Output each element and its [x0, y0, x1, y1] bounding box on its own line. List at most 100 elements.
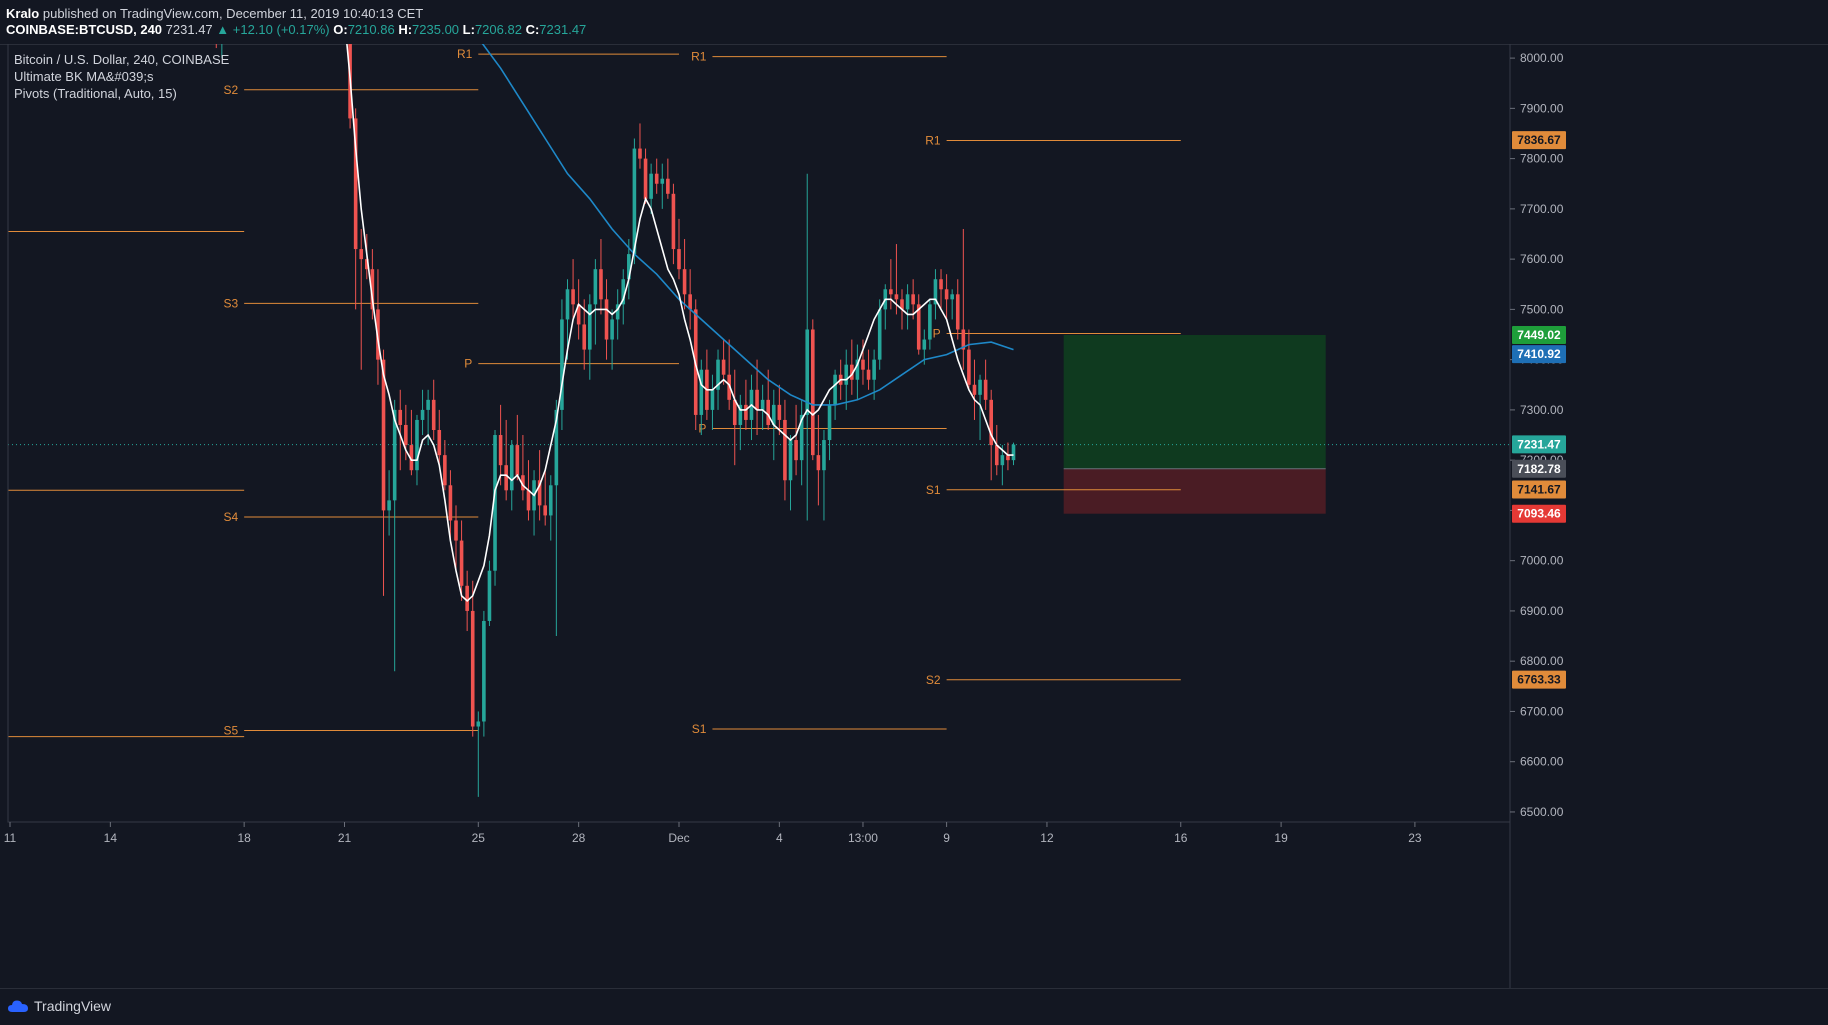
candle-body: [465, 585, 469, 611]
candle-body: [688, 294, 692, 310]
candle-body: [799, 414, 804, 461]
candle-body: [844, 364, 849, 385]
price-tick-label: 7800.00: [1520, 152, 1564, 166]
candle-body: [387, 500, 391, 511]
candle-body: [353, 118, 358, 250]
low-label: L:: [462, 22, 475, 37]
candle-body: [866, 369, 871, 380]
candle-body: [404, 424, 408, 446]
candle-body: [1006, 455, 1010, 461]
pivot-label-p: P: [933, 327, 941, 341]
price-badge: [1512, 345, 1566, 364]
symbol-label: COINBASE:BTCUSD, 240: [6, 22, 163, 37]
price-badge: [1512, 480, 1566, 499]
time-tick-label: 11: [4, 831, 17, 845]
candle-body: [565, 289, 570, 320]
candle-body: [560, 319, 564, 410]
candle-body: [643, 158, 648, 199]
candle-body: [482, 620, 486, 722]
price-badge-label: 7449.02: [1517, 328, 1561, 342]
open-label: O:: [333, 22, 348, 37]
price-tick-label: 7300.00: [1520, 403, 1564, 417]
candle-body: [476, 721, 481, 727]
price-tick-label: 6500.00: [1520, 805, 1564, 819]
candle-body: [716, 359, 720, 390]
candle-body: [950, 294, 954, 300]
price-badge: [1512, 131, 1566, 150]
last-price: 7231.47: [165, 22, 213, 37]
price-tick-label: 7900.00: [1520, 101, 1564, 115]
time-tick-label: 19: [1274, 831, 1288, 845]
candle-body: [576, 304, 581, 325]
candle-body: [359, 249, 364, 260]
price-badge: [1512, 326, 1566, 345]
candle-body: [766, 399, 770, 425]
ma-slow-line: [481, 44, 1014, 406]
candle-body: [498, 435, 503, 466]
candle-body: [677, 249, 681, 270]
candle-body: [721, 359, 726, 375]
pivot-label-s2: S2: [223, 83, 238, 97]
candle-body: [571, 289, 575, 305]
candle-body: [738, 404, 743, 425]
candle-body: [760, 399, 765, 410]
candle-body: [632, 148, 637, 255]
candle-body: [588, 304, 592, 350]
pivot-label-r1: R1: [457, 47, 473, 61]
candle-body: [682, 269, 687, 295]
candle-body: [554, 409, 559, 486]
candle-body: [794, 440, 798, 461]
publish-text: published on TradingView.com, December 1…: [42, 6, 424, 21]
candle-body: [621, 279, 626, 305]
candle-body: [816, 455, 821, 471]
legend-indicator-ma[interactable]: Ultimate BK MA&#039;s: [14, 69, 154, 84]
candle-body: [771, 404, 776, 425]
time-tick-label: 13:00: [848, 831, 878, 845]
candle-body: [671, 193, 676, 250]
time-tick-label: 4: [776, 831, 783, 845]
open-value: 7210.86: [347, 22, 395, 37]
author-name[interactable]: Kralo: [6, 6, 40, 21]
candle-body: [939, 279, 943, 290]
price-badge-label: 7410.92: [1517, 347, 1561, 361]
candle-body: [732, 399, 737, 425]
candle-body: [744, 404, 748, 420]
time-tick-label: 12: [1040, 831, 1054, 845]
price-tick-label: 7700.00: [1520, 202, 1564, 216]
candle-body: [872, 359, 876, 380]
candle-body: [889, 289, 893, 295]
candle-body: [365, 259, 369, 270]
candle-body: [610, 319, 614, 340]
time-tick-label: 18: [237, 831, 251, 845]
pivot-label-s4: S4: [223, 510, 238, 524]
price-tick-label: 7000.00: [1520, 554, 1564, 568]
candle-body: [660, 178, 665, 184]
candle-body: [1011, 444, 1016, 461]
candle-body: [928, 304, 932, 340]
pivot-label-s2: S2: [926, 673, 941, 687]
candle-body: [961, 329, 966, 350]
tradingview-cloud-icon: [8, 1000, 28, 1012]
candle-body: [370, 269, 375, 310]
candle-body: [599, 269, 603, 300]
candle-body: [710, 389, 715, 410]
price-change: ▲ +12.10 (+0.17%): [216, 22, 330, 37]
chart-header: Kralo published on TradingView.com, Dece…: [0, 0, 1828, 45]
price-badge: [1512, 459, 1566, 478]
candle-body: [994, 445, 999, 466]
candle-body: [916, 304, 921, 350]
candle-body: [426, 399, 430, 410]
publish-info: Kralo published on TradingView.com, Dece…: [6, 6, 423, 21]
price-badge-label: 7182.78: [1517, 462, 1561, 476]
price-chart[interactable]: R1 S2 S3 P S4 S5 R1 P S1 R1 P S1 S2 8000.00 7900.00 780…: [0, 44, 1828, 988]
candle-body: [537, 480, 542, 506]
candle-body: [783, 419, 787, 481]
legend-indicator-pivots[interactable]: Pivots (Traditional, Auto, 15): [14, 86, 177, 101]
tradingview-logo[interactable]: TradingView: [8, 998, 111, 1014]
candle-body: [788, 440, 793, 481]
candle-body: [1000, 455, 1005, 466]
candle-body: [811, 329, 815, 456]
candle-body: [699, 369, 704, 415]
price-tick-label: 6900.00: [1520, 604, 1564, 618]
candle-body: [392, 409, 397, 501]
